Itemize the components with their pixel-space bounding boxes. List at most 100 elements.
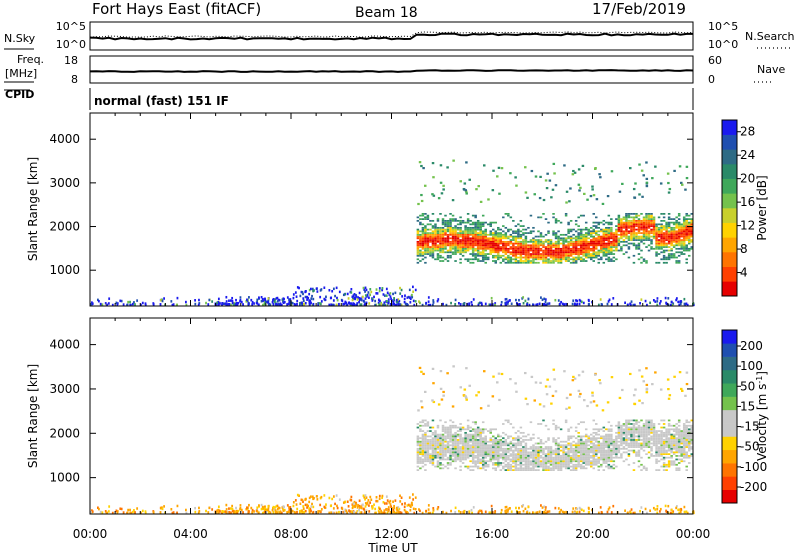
power-cell — [622, 221, 626, 224]
power-cell — [634, 182, 637, 185]
velocity-cell — [655, 449, 658, 452]
velocity-cell — [454, 435, 457, 438]
power-cell — [301, 302, 303, 306]
velocity-cell — [217, 505, 220, 509]
power-cell — [542, 261, 545, 264]
power-cell — [680, 235, 683, 238]
power-cell — [642, 225, 646, 227]
power-cell — [589, 233, 593, 236]
power-cell — [635, 219, 638, 222]
power-cell — [547, 261, 550, 264]
velocity-cell — [465, 367, 468, 370]
velocity-cell — [524, 442, 528, 445]
power-cell — [479, 240, 482, 243]
power-cell — [464, 240, 467, 243]
power-cell — [451, 226, 455, 229]
velocity-cell — [476, 442, 480, 445]
power-cell — [579, 242, 583, 245]
velocity-cell — [416, 437, 420, 440]
velocity-cell — [424, 433, 427, 436]
power-cell — [569, 242, 573, 245]
velocity-cell — [665, 446, 668, 448]
velocity-cell — [595, 431, 598, 434]
power-cell — [509, 240, 513, 243]
power-cell — [300, 301, 302, 305]
power-cell — [685, 218, 688, 220]
power-cell — [522, 244, 525, 247]
velocity-cell — [607, 428, 611, 431]
power-cell — [557, 244, 560, 247]
power-cell — [630, 232, 633, 234]
velocity-cell — [431, 449, 435, 452]
power-cell — [645, 214, 648, 217]
velocity-cell — [419, 446, 422, 448]
power-cell — [579, 256, 583, 259]
power-cell — [610, 233, 613, 236]
power-cell — [481, 251, 485, 254]
power-cell — [554, 258, 558, 261]
velocity-cell — [667, 456, 671, 459]
power-cell — [660, 239, 663, 241]
power-cell — [474, 233, 477, 236]
velocity-cell — [426, 458, 430, 461]
power-cell — [635, 223, 638, 226]
velocity-cell — [439, 437, 442, 440]
power-cell — [459, 230, 462, 233]
power-cell — [537, 246, 540, 248]
velocity-cell — [476, 465, 480, 468]
power-cell — [632, 230, 636, 233]
power-cell — [514, 251, 518, 254]
velocity-cell — [637, 446, 641, 448]
power-cell — [690, 230, 693, 233]
velocity-cell — [677, 430, 681, 432]
power-cell — [557, 247, 560, 250]
velocity-cell — [595, 458, 598, 461]
power-cell — [647, 244, 651, 247]
velocity-cell — [685, 435, 688, 438]
power-cell — [670, 232, 673, 234]
velocity-cell — [675, 430, 678, 432]
power-cell — [542, 251, 545, 254]
velocity-cell — [454, 455, 457, 457]
power-cell — [587, 244, 590, 247]
power-cell — [610, 247, 613, 250]
power-cell — [607, 246, 611, 248]
velocity-cell — [562, 458, 565, 461]
power-cell — [621, 182, 624, 185]
power-cell — [602, 254, 606, 257]
power-cell — [343, 302, 346, 306]
power-cell — [637, 246, 641, 248]
power-cell — [557, 249, 560, 252]
power-cell — [672, 237, 676, 240]
velocity-cell — [489, 446, 492, 448]
power-cell — [356, 298, 359, 301]
velocity-cell — [682, 433, 686, 436]
velocity-cell — [292, 501, 295, 504]
power-cell — [579, 253, 583, 255]
velocity-cell — [577, 431, 580, 434]
power-cell — [637, 223, 641, 226]
power-cell — [562, 240, 565, 243]
velocity-cell — [569, 426, 573, 429]
power-colorbar-swatch — [722, 149, 737, 165]
velocity-cell — [572, 467, 575, 470]
power-cell — [549, 242, 553, 245]
velocity-cell — [436, 440, 440, 443]
velocity-cell — [557, 456, 560, 459]
velocity-cell — [600, 428, 603, 431]
velocity-cell — [655, 447, 658, 450]
power-cell — [282, 301, 285, 305]
power-cell — [454, 242, 457, 245]
velocity-cell — [144, 511, 147, 515]
power-cell — [672, 235, 676, 238]
velocity-cell — [597, 428, 601, 431]
power-cell — [429, 237, 432, 240]
power-cell — [672, 233, 676, 236]
velocity-cell — [398, 507, 401, 511]
power-cell — [479, 237, 482, 240]
power-cell — [509, 251, 513, 254]
power-cell — [542, 260, 545, 262]
power-cell — [562, 249, 565, 252]
velocity-cell — [670, 424, 673, 427]
velocity-cell — [441, 424, 445, 427]
